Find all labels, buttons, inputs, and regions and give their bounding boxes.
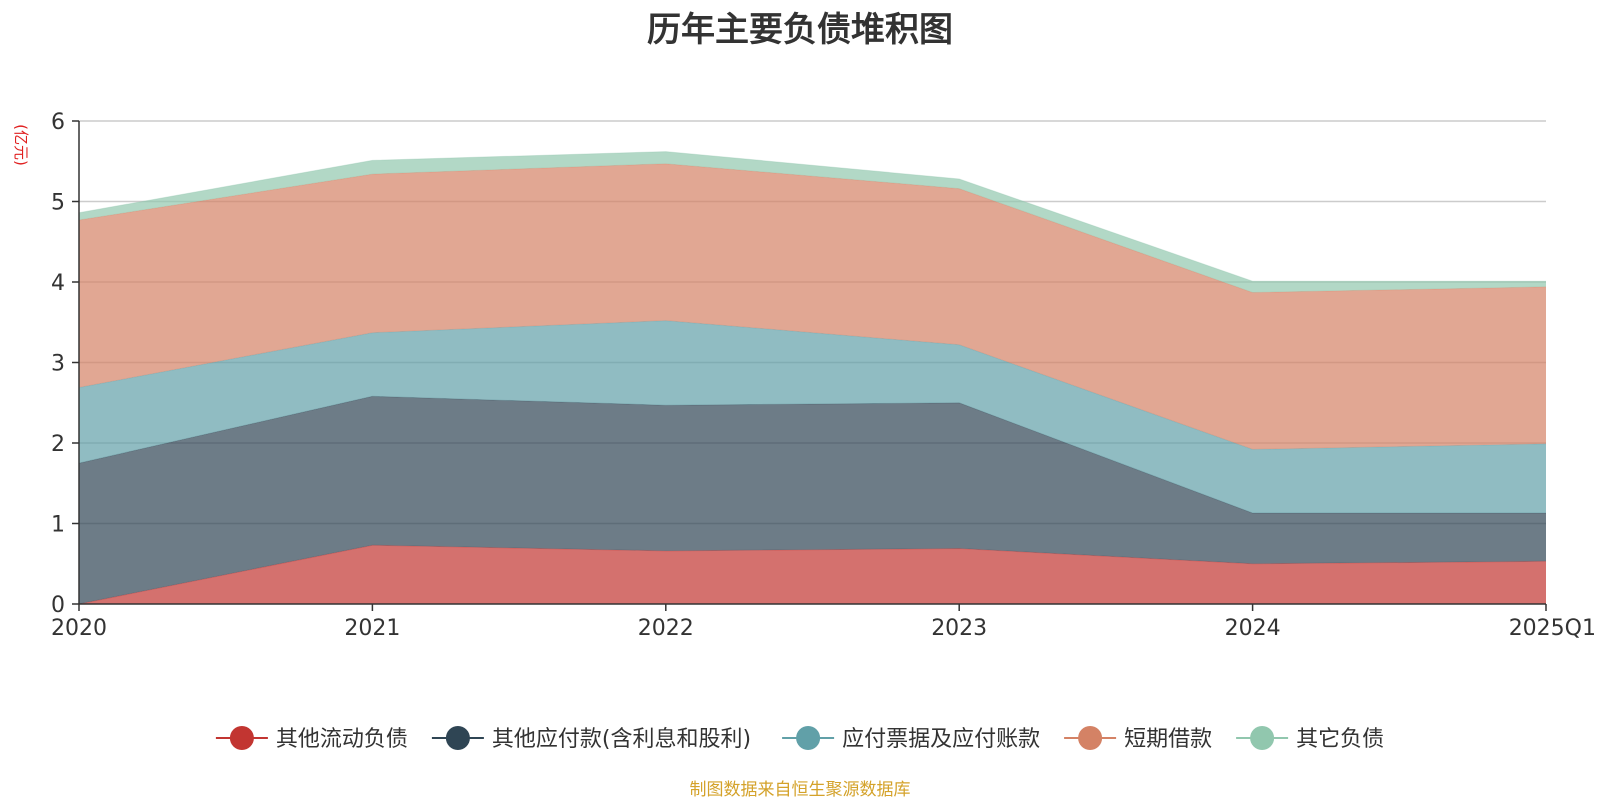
- x-tick-label: 2023: [931, 616, 987, 641]
- legend-item-1[interactable]: 其他流动负债: [215, 726, 408, 752]
- legend-item-3[interactable]: 应付票据及应付账款: [782, 726, 1040, 752]
- x-tick-label: 2025Q1: [1509, 616, 1596, 641]
- y-tick-label: 1: [51, 513, 65, 538]
- area-edge-series-3: [78, 320, 1547, 450]
- area-series-1: [79, 545, 1546, 604]
- area-series-3: [79, 320, 1546, 513]
- y-tick-label: 2: [51, 432, 65, 457]
- x-tick-label: 2021: [344, 616, 400, 641]
- legend-label: 其他流动负债: [276, 727, 408, 752]
- legend-marker-icon: [1078, 726, 1103, 750]
- area-edge-series-5: [78, 151, 1546, 282]
- chart-title: 历年主要负债堆积图: [647, 10, 953, 50]
- source-note: 制图数据来自恒生聚源数据库: [689, 780, 911, 800]
- y-tick-label: 4: [51, 271, 65, 296]
- legend-item-2[interactable]: 其他应付款(含利息和股利): [431, 726, 751, 752]
- x-tick-label: 2024: [1225, 616, 1281, 641]
- area-series-2: [79, 396, 1546, 604]
- y-tick-label: 0: [51, 593, 65, 618]
- area-series-5: [79, 151, 1546, 293]
- y-tick-label: 3: [51, 352, 65, 377]
- x-tick-label: 2020: [51, 616, 107, 641]
- legend-label: 应付票据及应付账款: [842, 727, 1040, 752]
- legend-marker-icon: [796, 726, 821, 750]
- legend-marker-icon: [445, 726, 470, 750]
- legend-item-5[interactable]: 其它负债: [1236, 726, 1384, 752]
- legend-item-4[interactable]: 短期借款: [1064, 726, 1212, 752]
- y-axis-unit-label: (亿元): [12, 124, 30, 166]
- y-tick-label: 6: [51, 110, 65, 135]
- legend-marker-icon: [1250, 726, 1275, 750]
- axis-layer: 0 1 2 3 4 5 6 2020 2021 2022 2023 2024 2025Q1: [51, 110, 1596, 641]
- area-layer: [78, 151, 1547, 605]
- legend-marker-icon: [229, 726, 254, 750]
- area-series-4: [79, 163, 1546, 450]
- legend-label: 其它负债: [1296, 727, 1384, 752]
- legend[interactable]: 其他流动负债 其他应付款(含利息和股利) 应付票据及应付账款 短期借款 其它负债: [215, 726, 1384, 752]
- y-tick-label: 5: [51, 191, 65, 216]
- x-tick-label: 2022: [638, 616, 694, 641]
- legend-label: 其他应付款(含利息和股利): [492, 727, 751, 752]
- legend-label: 短期借款: [1124, 727, 1212, 752]
